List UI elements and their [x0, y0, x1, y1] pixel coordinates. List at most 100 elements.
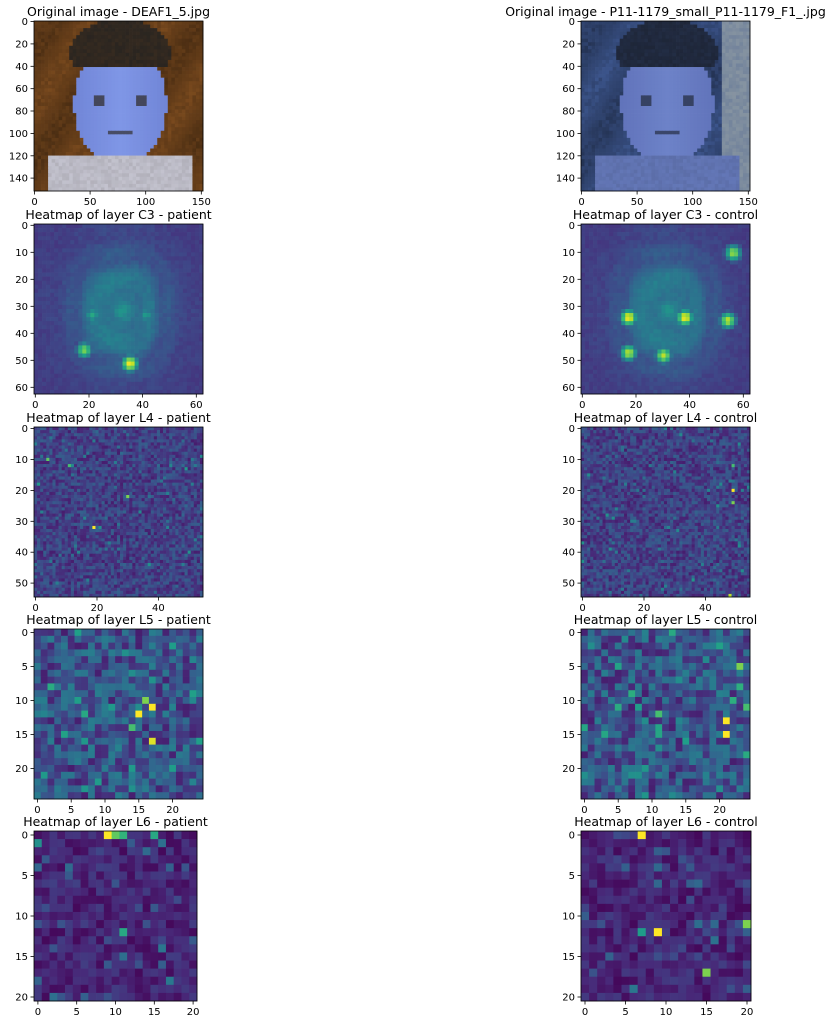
image-pixel [679, 81, 684, 86]
heatmap-cell [114, 232, 119, 237]
image-pixel [79, 116, 84, 121]
image-pixel [93, 84, 98, 89]
image-pixel [588, 28, 592, 32]
image-pixel [69, 113, 74, 117]
image-pixel [591, 166, 596, 171]
image-pixel [626, 120, 631, 125]
image-pixel [178, 106, 183, 110]
image-pixel [107, 95, 112, 100]
heatmap-cell [178, 240, 184, 245]
image-pixel [609, 31, 614, 36]
image-pixel [661, 166, 666, 171]
image-pixel [700, 106, 705, 110]
image-pixel [114, 113, 119, 117]
image-pixel [79, 63, 84, 68]
image-pixel [746, 116, 751, 121]
image-pixel [707, 74, 712, 79]
image-pixel [595, 113, 599, 117]
image-pixel [55, 155, 59, 160]
image-pixel [658, 49, 663, 54]
image-pixel [192, 102, 197, 107]
image-pixel [735, 176, 740, 181]
image-pixel [62, 152, 67, 156]
image-pixel [48, 59, 52, 64]
image-pixel [192, 137, 197, 142]
image-pixel [79, 81, 84, 86]
image-pixel [714, 42, 719, 47]
image-pixel [676, 31, 680, 36]
image-pixel [711, 88, 716, 93]
image-pixel [619, 45, 624, 50]
image-pixel [100, 183, 105, 188]
image-pixel [146, 159, 151, 164]
image-pixel [93, 35, 98, 40]
image-pixel [86, 106, 91, 110]
image-pixel [90, 35, 95, 40]
image-pixel [62, 106, 67, 110]
image-pixel [676, 180, 680, 185]
image-pixel [714, 144, 719, 149]
heatmap-cell [154, 228, 160, 233]
image-pixel [623, 155, 628, 160]
image-pixel [602, 70, 606, 75]
image-pixel [34, 88, 38, 93]
image-pixel [704, 28, 709, 32]
image-pixel [90, 102, 95, 107]
image-pixel [612, 28, 617, 32]
image-pixel [65, 21, 70, 25]
image-pixel [735, 144, 740, 149]
image-pixel [602, 28, 606, 32]
heatmap-cell [38, 244, 43, 249]
image-pixel [76, 28, 81, 32]
image-pixel [581, 84, 585, 89]
heatmap-cell [102, 236, 107, 241]
image-pixel [672, 56, 677, 61]
image-pixel [143, 56, 148, 61]
image-pixel [581, 162, 585, 167]
image-pixel [700, 35, 705, 40]
image-pixel [76, 52, 81, 57]
image-pixel [616, 130, 621, 135]
image-pixel [129, 127, 133, 132]
image-pixel [129, 42, 133, 47]
image-pixel [178, 91, 183, 96]
image-pixel [633, 91, 638, 96]
image-pixel [588, 127, 592, 132]
image-pixel [132, 49, 137, 54]
image-pixel [122, 21, 126, 25]
image-pixel [90, 49, 95, 54]
image-pixel [605, 59, 610, 64]
image-pixel [90, 180, 95, 185]
image-pixel [686, 35, 691, 40]
image-pixel [100, 81, 105, 86]
image-pixel [623, 91, 628, 96]
image-pixel [595, 84, 599, 89]
image-pixel [683, 67, 687, 71]
image-pixel [93, 120, 98, 125]
image-pixel [160, 88, 165, 93]
image-pixel [178, 144, 183, 149]
image-pixel [665, 38, 670, 43]
image-pixel [742, 134, 747, 139]
image-pixel [609, 52, 614, 57]
image-pixel [735, 35, 740, 40]
image-pixel [125, 59, 130, 64]
image-pixel [118, 49, 123, 54]
image-pixel [167, 67, 172, 71]
image-pixel [732, 88, 737, 93]
image-pixel [602, 155, 606, 160]
image-pixel [83, 173, 88, 178]
image-pixel [185, 169, 190, 174]
image-pixel [644, 155, 649, 160]
image-pixel [591, 98, 596, 103]
image-pixel [683, 31, 687, 36]
image-pixel [167, 88, 172, 93]
heatmap-cell [66, 244, 71, 249]
image-pixel [640, 169, 645, 174]
image-pixel [697, 56, 702, 61]
image-pixel [640, 67, 645, 71]
image-pixel [598, 113, 603, 117]
image-pixel [153, 63, 158, 68]
image-pixel [58, 162, 63, 167]
image-pixel [672, 63, 677, 68]
